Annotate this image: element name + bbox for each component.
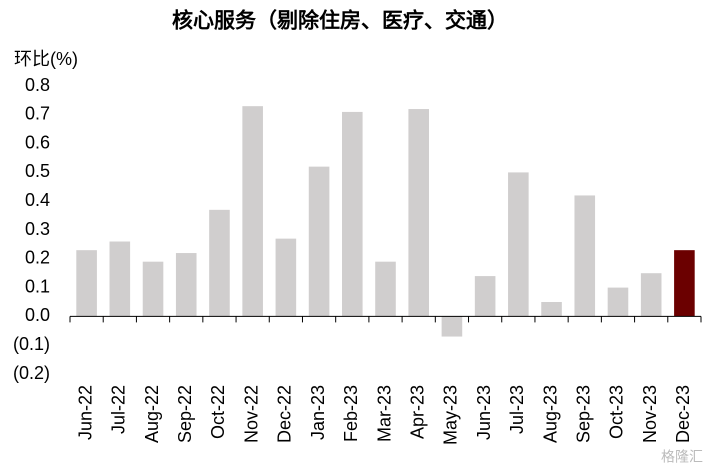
y-tick-label: 0.5: [25, 161, 50, 181]
bar: [242, 106, 263, 317]
bar: [175, 253, 197, 317]
y-tick-label: 0.2: [25, 248, 50, 268]
x-tick-label: Aug-22: [142, 385, 162, 443]
x-tick-label: Oct-23: [607, 385, 627, 439]
x-tick-label: Aug-23: [540, 385, 560, 443]
bar: [607, 287, 629, 317]
bar: [308, 166, 330, 317]
chart-title: 核心服务（剔除住房、医疗、交通）: [172, 9, 508, 33]
x-tick-label: Jun-23: [474, 385, 494, 440]
y-tick-label: 0.6: [25, 132, 50, 152]
x-tick-label: Jul-22: [109, 385, 129, 434]
y-tick-label: 0.3: [25, 219, 50, 239]
bar: [375, 261, 396, 317]
x-tick-label: Mar-23: [374, 385, 394, 442]
bar: [674, 250, 695, 317]
bar: [408, 109, 430, 317]
x-tick-label: Jan-23: [308, 385, 328, 440]
x-tick-label: Dec-22: [275, 385, 295, 443]
x-tick-label: Sep-22: [175, 385, 195, 443]
x-tick-label: Nov-23: [640, 385, 660, 443]
bar: [341, 111, 363, 317]
y-tick-label: 0.0: [25, 305, 50, 325]
y-tick-label: (0.1): [13, 334, 50, 354]
x-tick-label: Dec-23: [673, 385, 693, 443]
bar: [508, 172, 529, 317]
bar: [142, 261, 164, 317]
y-tick-label: 0.4: [25, 190, 50, 210]
bar: [275, 238, 297, 317]
bar: [474, 276, 496, 317]
bar: [209, 209, 230, 317]
y-tick-label: (0.2): [13, 363, 50, 383]
x-tick-label: Nov-22: [241, 385, 261, 443]
watermark: 格隆汇: [661, 449, 703, 465]
x-tick-label: May-23: [441, 385, 461, 445]
x-tick-label: Sep-23: [574, 385, 594, 443]
x-tick-label: Feb-23: [341, 385, 361, 442]
y-tick-label: 0.8: [25, 75, 50, 95]
x-tick-label: Oct-22: [208, 385, 228, 439]
x-tick-label: Apr-23: [407, 385, 427, 439]
bar: [76, 250, 97, 317]
bar: [574, 195, 596, 317]
y-tick-label: 0.7: [25, 104, 50, 124]
y-axis-label: 环比(%): [14, 49, 78, 69]
y-tick-label: 0.1: [25, 276, 50, 296]
bar: [441, 316, 463, 337]
bar: [109, 241, 131, 317]
bar: [541, 302, 562, 317]
bar: [640, 273, 662, 317]
x-tick-label: Jun-22: [75, 385, 95, 440]
x-tick-label: Jul-23: [507, 385, 527, 434]
